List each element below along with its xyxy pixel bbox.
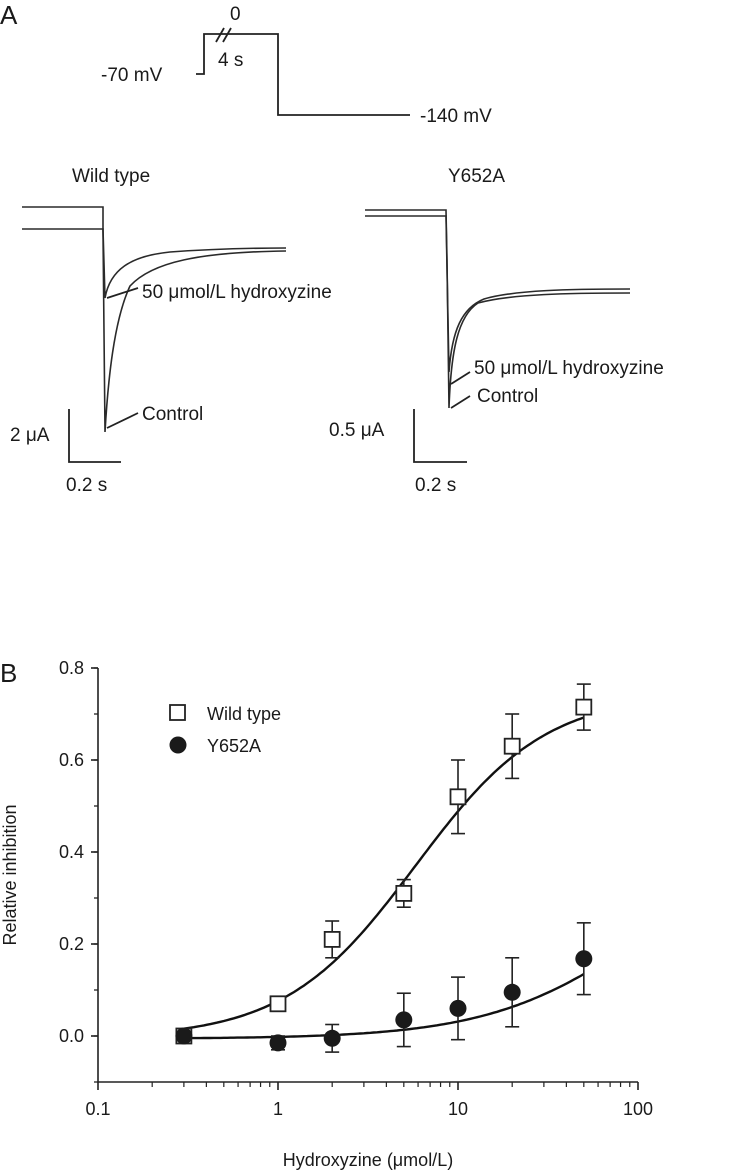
- legend-label-wild-type: Wild type: [207, 704, 281, 724]
- chart-fit-curves: [183, 716, 585, 1040]
- y-tick-label-3: 0.6: [59, 750, 84, 770]
- y-tick-label-2: 0.4: [59, 842, 84, 862]
- fit-curve-wild-type: [183, 716, 585, 1030]
- protocol-test-label: -140 mV: [420, 106, 492, 127]
- x-tick-label-2: 10: [448, 1099, 468, 1119]
- wt-control-leader: [106, 412, 139, 429]
- chart-ticks: [91, 667, 639, 1090]
- wt-drug-trace: [22, 228, 287, 299]
- protocol-hold-label: -70 mV: [101, 65, 163, 86]
- chart-points: [175, 698, 593, 1052]
- concentration-response-chart: 0.0 0.2 0.4 0.6 0.8 0.1 1 10 100 Hydroxyzine (μm…: [0, 658, 653, 1170]
- point-y652a: [395, 1011, 413, 1029]
- y652a-drug-leader: [450, 371, 471, 385]
- y652a-control-leader: [450, 395, 471, 409]
- point-wild-type: [395, 885, 413, 902]
- y-tick-label-4: 0.8: [59, 658, 84, 678]
- protocol-step-label: 0: [230, 4, 241, 25]
- legend-label-y652a: Y652A: [207, 736, 261, 756]
- y652a-control-trace: [365, 209, 631, 409]
- y652a-traces: Y652A 50 μmol/L hydroxyzine Control 0.5 …: [329, 166, 664, 496]
- y652a-title: Y652A: [448, 166, 505, 187]
- y652a-drug-trace: [365, 215, 631, 373]
- wt-drug-label: 50 μmol/L hydroxyzine: [142, 282, 332, 303]
- point-wild-type: [575, 698, 593, 716]
- chart-tick-labels: 0.0 0.2 0.4 0.6 0.8 0.1 1 10 100: [59, 658, 653, 1119]
- x-tick-label-1: 1: [273, 1099, 283, 1119]
- legend-marker-y652a: [169, 736, 187, 754]
- point-y652a: [175, 1027, 193, 1045]
- wild-type-title: Wild type: [72, 166, 150, 187]
- x-tick-label-3: 100: [623, 1099, 653, 1119]
- x-tick-label-0: 0.1: [85, 1099, 110, 1119]
- point-wild-type: [449, 788, 467, 806]
- wt-control-label: Control: [142, 404, 203, 425]
- point-y652a: [449, 999, 467, 1017]
- x-axis-title: Hydroxyzine (μmol/L): [283, 1150, 453, 1170]
- wt-scale-time: 0.2 s: [66, 475, 107, 496]
- y652a-scale-time: 0.2 s: [415, 475, 456, 496]
- y652a-scale-bar: [413, 409, 467, 463]
- y652a-scale-current: 0.5 μA: [329, 420, 385, 441]
- y652a-drug-label: 50 μmol/L hydroxyzine: [474, 358, 664, 379]
- fit-curve-y652a: [183, 973, 585, 1040]
- panel-a-letter: A: [0, 0, 18, 30]
- chart-axes: [97, 668, 638, 1083]
- wild-type-traces: Wild type 50 μmol/L hydroxyzine Control …: [10, 166, 332, 496]
- wt-drug-leader: [106, 287, 139, 299]
- point-y652a: [323, 1029, 341, 1047]
- point-y652a: [503, 983, 521, 1001]
- point-y652a: [269, 1034, 287, 1052]
- break-mark-2: [222, 27, 232, 43]
- point-wild-type: [269, 995, 287, 1013]
- point-y652a: [575, 950, 593, 968]
- protocol-trace: [196, 33, 410, 116]
- point-wild-type: [323, 931, 341, 948]
- y-axis-title: Relative inhibition: [0, 804, 20, 945]
- wt-scale-current: 2 μA: [10, 425, 50, 446]
- break-mark-1: [215, 27, 225, 43]
- wt-scale-bar: [68, 409, 121, 463]
- y-tick-label-0: 0.0: [59, 1026, 84, 1046]
- protocol-duration-label: 4 s: [218, 50, 243, 71]
- chart-legend: Wild type Y652A: [169, 704, 281, 756]
- point-wild-type: [503, 737, 521, 755]
- voltage-protocol: -70 mV 0 4 s -140 mV: [101, 4, 492, 127]
- legend-marker-wild-type: [169, 704, 186, 721]
- panel-b-letter: B: [0, 658, 17, 688]
- wt-control-trace: [22, 206, 287, 433]
- y652a-control-label: Control: [477, 386, 538, 407]
- y-tick-label-1: 0.2: [59, 934, 84, 954]
